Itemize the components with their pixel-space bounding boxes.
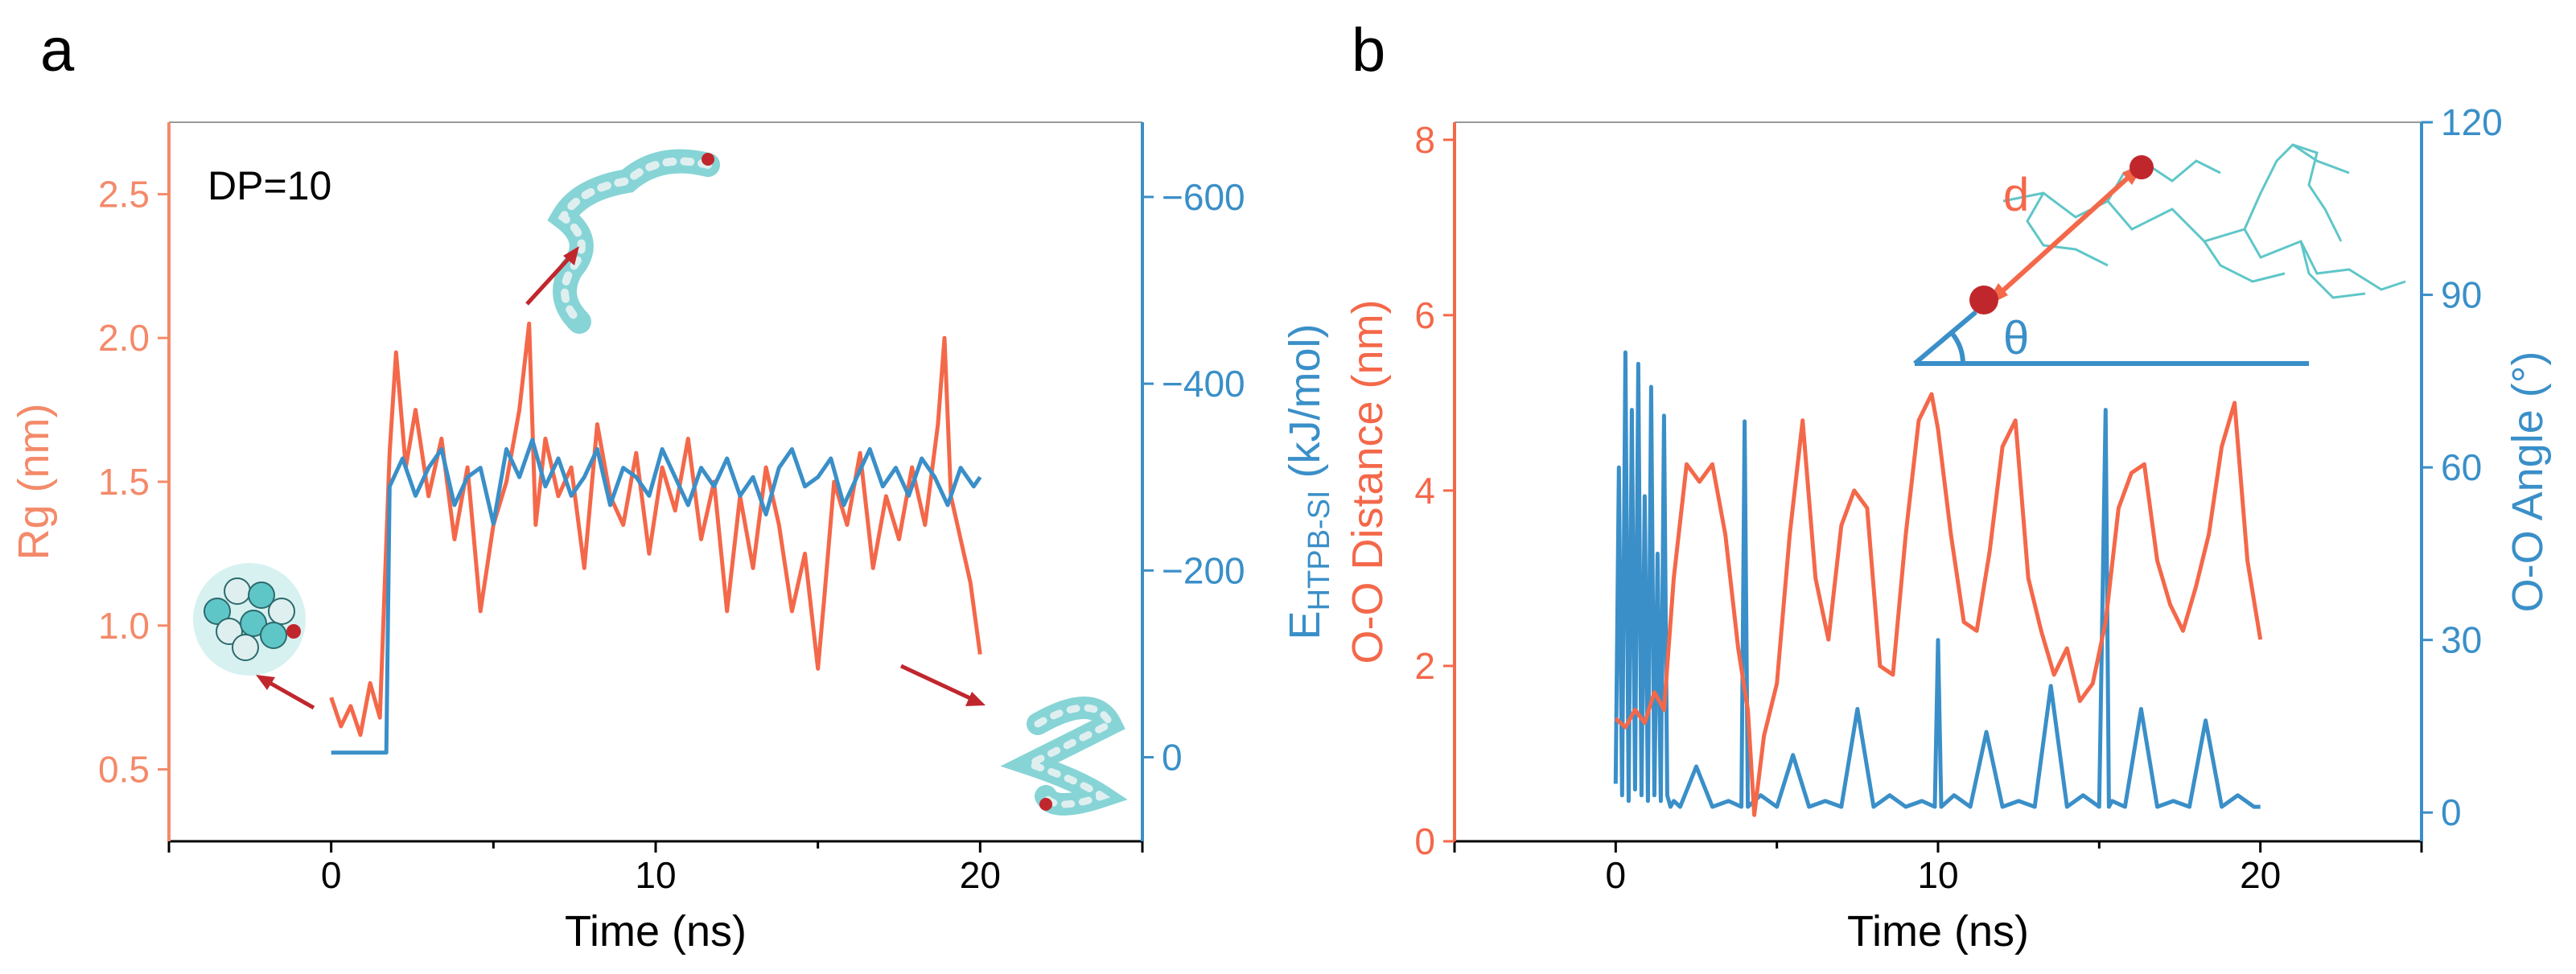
right-tick-label: 90 <box>2441 274 2482 316</box>
left-tick-label: 2.5 <box>98 173 150 215</box>
right-tick-label: 120 <box>2441 101 2503 143</box>
right-tick-label: −400 <box>1162 363 1245 405</box>
panel-b-x-axis-title: Time (ns) <box>1847 907 2029 956</box>
energy-subscript: HTPB-SI <box>1302 491 1336 611</box>
arrow-icon <box>899 664 986 706</box>
distance-arrow <box>1993 168 2138 300</box>
panel-a-left-ticks: 0.5 1.0 1.5 2.0 2.5 <box>98 173 169 791</box>
right-tick-label: 0 <box>1162 737 1183 779</box>
x-tick-label: 0 <box>321 854 342 896</box>
oxygen-sphere-icon <box>1969 286 1998 314</box>
x-tick-label: 0 <box>1606 854 1627 896</box>
panel-a-x-ticks: 0 10 20 <box>167 841 1144 896</box>
left-tick-label: 1.5 <box>98 461 150 503</box>
arrow-icon <box>525 246 579 306</box>
oxygen-sphere-icon <box>2130 155 2154 179</box>
panel-a-left-axis-title: Rg (nm) <box>10 403 58 560</box>
panel-a-right-ticks: 0 −200 −400 −600 <box>1142 176 1245 779</box>
left-tick-label: 0 <box>1414 820 1435 862</box>
angle-label: θ <box>2003 312 2029 364</box>
panel-a-x-axis-title: Time (ns) <box>565 907 747 956</box>
x-tick-label: 10 <box>635 854 676 896</box>
panel-b-chart: 0 10 20 0 2 4 6 8 0 30 60 90 120 Time (ns) O-O Dis… <box>1344 101 2552 956</box>
x-tick-label: 20 <box>2240 854 2281 896</box>
panel-a-right-axis-title: EHTPB-SI (kJ/mol) <box>1281 324 1336 640</box>
arrow-icon <box>256 675 315 710</box>
dp-label: DP=10 <box>208 163 331 208</box>
x-tick-label: 10 <box>1917 854 1958 896</box>
left-tick-label: 6 <box>1414 294 1435 336</box>
panel-b-left-ticks: 0 2 4 6 8 <box>1414 119 1455 862</box>
extended-polymer-icon <box>547 149 720 334</box>
panel-letter-a: a <box>40 16 75 84</box>
left-tick-label: 4 <box>1414 470 1435 512</box>
left-tick-label: 8 <box>1414 119 1435 161</box>
angle-arc-icon <box>1949 331 1965 364</box>
b-series-line-left <box>1614 392 2263 817</box>
panel-a-series <box>329 321 982 755</box>
coiled-polymer-icon <box>1000 697 1128 816</box>
right-tick-label: −200 <box>1162 549 1245 591</box>
left-tick-label: 0.5 <box>98 749 150 791</box>
left-tick-label: 1.0 <box>98 605 150 647</box>
collapsed-polymer-icon <box>193 563 306 676</box>
right-tick-label: 0 <box>2441 791 2462 833</box>
right-tick-label: −600 <box>1162 176 1245 218</box>
molecule-skeleton-icon <box>2002 143 2406 299</box>
angle-ray <box>1913 310 1977 366</box>
x-tick-label: 20 <box>960 854 1001 896</box>
panel-b-x-ticks: 0 10 20 <box>1453 841 2423 896</box>
a-series-line-left <box>329 321 982 738</box>
panel-b-left-axis-title: O-O Distance (nm) <box>1344 299 1392 664</box>
energy-symbol: E <box>1281 610 1329 639</box>
panel-letter-b: b <box>1352 16 1385 84</box>
panel-b-right-axis-title: O-O Angle (°) <box>2504 351 2552 613</box>
left-tick-label: 2.0 <box>98 317 150 359</box>
distance-label: d <box>2003 169 2029 221</box>
right-tick-label: 60 <box>2441 446 2482 488</box>
panel-b-series <box>1613 350 2263 817</box>
energy-unit: (kJ/mol) <box>1281 324 1329 491</box>
panel-b-right-ticks: 0 30 60 90 120 <box>2422 101 2503 833</box>
right-tick-label: 30 <box>2441 619 2482 661</box>
a-series-line-right <box>331 438 982 755</box>
panel-a-chart: 0 10 20 0.5 1.0 1.5 2.0 2.5 0 −200 −400 −600 Time… <box>10 121 1336 956</box>
b-series-line-right <box>1613 350 2261 809</box>
left-tick-label: 2 <box>1414 645 1435 687</box>
